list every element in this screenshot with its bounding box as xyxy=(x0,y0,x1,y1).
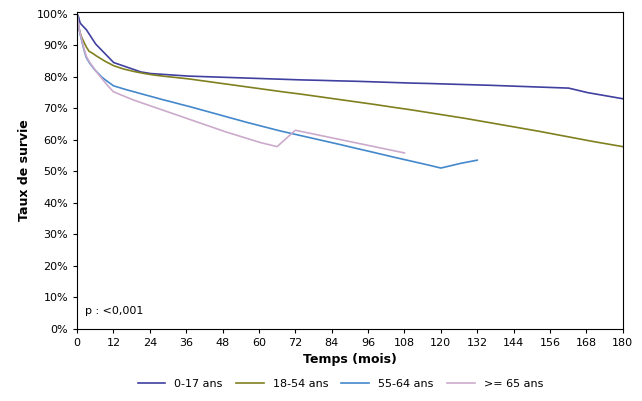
0-17 ans xyxy=(73,11,81,16)
55-64 ans xyxy=(392,155,400,160)
0-17 ans xyxy=(294,77,302,82)
Legend: 0-17 ans, 18-54 ans, 55-64 ans, >= 65 ans: 0-17 ans, 18-54 ans, 55-64 ans, >= 65 an… xyxy=(133,375,548,393)
55-64 ans xyxy=(348,145,356,150)
>= 65 ans xyxy=(329,136,336,140)
Text: p : <0,001: p : <0,001 xyxy=(85,306,144,316)
18-54 ans xyxy=(508,124,516,129)
>= 65 ans xyxy=(107,86,114,91)
18-54 ans xyxy=(129,69,137,74)
0-17 ans xyxy=(129,67,137,71)
Line: >= 65 ans: >= 65 ans xyxy=(77,14,404,153)
55-64 ans xyxy=(114,85,122,89)
>= 65 ans xyxy=(334,137,342,142)
18-54 ans xyxy=(294,91,302,96)
Y-axis label: Taux de survie: Taux de survie xyxy=(18,119,31,221)
55-64 ans xyxy=(250,122,257,126)
55-64 ans xyxy=(473,158,481,162)
Line: 18-54 ans: 18-54 ans xyxy=(77,14,623,147)
>= 65 ans xyxy=(298,129,306,134)
0-17 ans xyxy=(499,83,507,88)
Line: 0-17 ans: 0-17 ans xyxy=(77,14,623,99)
X-axis label: Temps (mois): Temps (mois) xyxy=(303,353,397,367)
>= 65 ans xyxy=(205,124,213,129)
55-64 ans xyxy=(73,11,81,16)
55-64 ans xyxy=(437,166,445,170)
18-54 ans xyxy=(448,114,456,119)
18-54 ans xyxy=(499,122,507,127)
>= 65 ans xyxy=(73,11,81,16)
0-17 ans xyxy=(619,96,627,101)
0-17 ans xyxy=(508,84,516,89)
18-54 ans xyxy=(313,94,321,99)
>= 65 ans xyxy=(401,150,408,155)
18-54 ans xyxy=(73,11,81,16)
18-54 ans xyxy=(619,144,627,149)
0-17 ans xyxy=(448,82,456,87)
55-64 ans xyxy=(385,154,393,158)
0-17 ans xyxy=(313,78,321,83)
>= 65 ans xyxy=(218,128,225,133)
Line: 55-64 ans: 55-64 ans xyxy=(77,14,477,168)
55-64 ans xyxy=(235,118,243,123)
